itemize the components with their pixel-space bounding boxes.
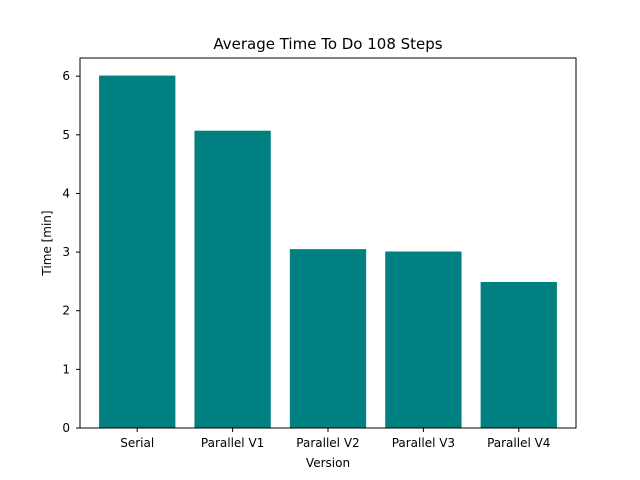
x-axis-label: Version [306,456,350,470]
bar [385,251,462,428]
y-tick-label: 6 [62,69,70,83]
bar [99,75,176,428]
y-tick-label: 2 [62,304,70,318]
x-tick-label: Parallel V2 [296,436,359,450]
bars-group [99,75,557,428]
y-tick-label: 0 [62,421,70,435]
chart-title: Average Time To Do 108 Steps [213,35,442,53]
y-tick-label: 4 [62,186,70,200]
x-ticks-group: Serial Parallel V1 Parallel V2 Parallel V3 P… [120,428,550,450]
plot-frame [79,57,577,429]
x-tick-label: Parallel V4 [487,436,550,450]
y-tick-label: 3 [62,245,70,259]
y-tick-label: 1 [62,362,70,376]
bar [194,130,271,428]
x-tick-label: Parallel V1 [201,436,264,450]
bar [480,281,557,428]
y-tick-label: 5 [62,128,70,142]
x-tick-label: Serial [120,436,154,450]
y-ticks-group: 0 1 2 3 4 5 6 [62,69,80,435]
x-tick-label: Parallel V3 [392,436,455,450]
y-axis-label: Time [min] [40,210,54,276]
bar [289,249,367,428]
